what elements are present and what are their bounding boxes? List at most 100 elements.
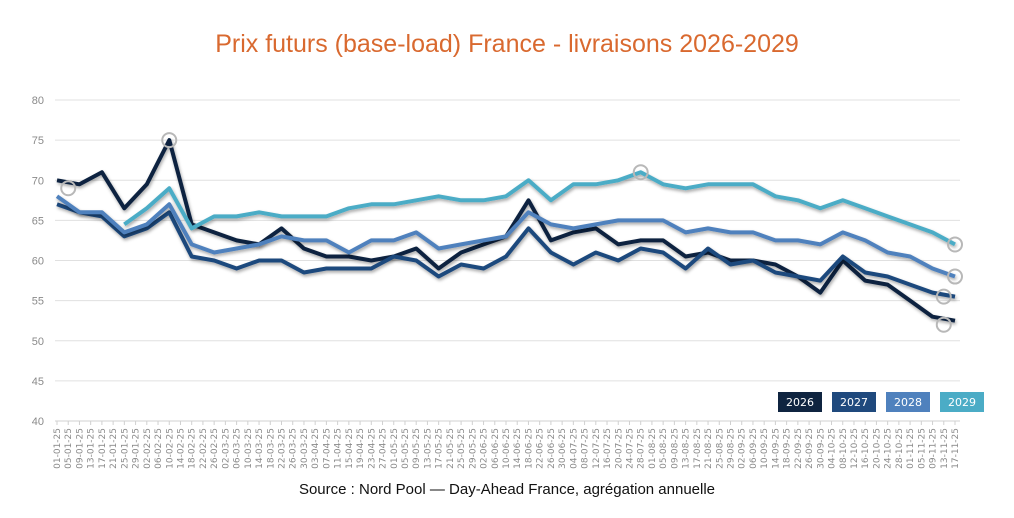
x-tick-label: 26-03-25	[289, 428, 299, 469]
x-tick-label: 20-10-25	[872, 428, 882, 469]
x-tick-label: 18-02-25	[188, 428, 198, 469]
x-tick-label: 21-05-25	[446, 428, 456, 469]
highlight-marker-2029	[632, 164, 649, 181]
x-tick-label: 08-07-25	[581, 428, 591, 469]
series-line-2027	[56, 202, 956, 299]
x-tick-label: 06-02-25	[154, 428, 164, 469]
x-tick-label: 27-04-25	[379, 428, 389, 469]
x-tick-label: 06-09-25	[749, 428, 759, 469]
x-tick-label: 28-07-25	[637, 428, 647, 469]
highlight-marker-2028	[947, 268, 963, 285]
x-tick-label: 09-08-25	[670, 428, 680, 469]
x-tick-label: 07-04-25	[322, 428, 332, 469]
x-tick-label: 30-03-25	[300, 428, 310, 469]
x-tick-label: 26-09-25	[805, 428, 815, 469]
x-tick-label: 01-08-25	[648, 428, 658, 469]
x-tick-label: 22-09-25	[794, 428, 804, 469]
x-tick-label: 26-06-25	[547, 428, 557, 469]
x-tick-label: 09-05-25	[412, 428, 422, 469]
x-tick-label: 01-11-25	[906, 428, 916, 469]
highlight-marker-2029	[947, 236, 963, 253]
x-tick-label: 16-10-25	[861, 428, 871, 469]
x-tick-label: 14-03-25	[255, 428, 265, 469]
x-tick-label: 25-01-25	[120, 428, 130, 469]
x-tick-label: 10-09-25	[760, 428, 770, 469]
x-tick-label: 13-11-25	[940, 428, 950, 469]
x-tick-label: 05-08-25	[659, 428, 669, 469]
y-tick-label: 80	[32, 95, 44, 107]
x-tick-label: 10-02-25	[165, 428, 175, 469]
x-tick-label: 13-01-25	[87, 428, 97, 469]
series-line-2028	[55, 194, 956, 279]
x-tick-label: 17-08-25	[693, 428, 703, 469]
highlight-marker-2028	[60, 180, 77, 197]
x-tick-label: 13-08-25	[682, 428, 692, 469]
x-tick-label: 10-03-25	[244, 428, 254, 469]
x-tick-label: 16-07-25	[603, 428, 613, 469]
highlight-marker-2026	[935, 316, 952, 333]
y-tick-label: 40	[32, 416, 44, 428]
x-tick-label: 17-05-25	[435, 428, 445, 469]
x-tick-label: 14-06-25	[513, 428, 523, 469]
x-tick-label: 29-08-25	[727, 428, 737, 469]
x-tick-label: 12-07-25	[592, 428, 602, 469]
x-tick-label: 14-09-25	[771, 428, 781, 469]
x-tick-label: 02-03-25	[221, 428, 231, 469]
x-tick-label: 12-10-25	[850, 428, 860, 469]
x-tick-label: 06-06-25	[491, 428, 501, 469]
x-tick-label: 18-09-25	[783, 428, 793, 469]
x-tick-label: 09-01-25	[75, 428, 85, 469]
x-tick-label: 29-01-25	[132, 428, 142, 469]
x-tick-label: 04-10-25	[828, 428, 838, 469]
x-tick-label: 24-07-25	[625, 428, 635, 469]
y-tick-label: 50	[32, 336, 44, 348]
series-line-2029	[123, 170, 956, 247]
y-tick-label: 75	[32, 135, 44, 147]
x-tick-label: 30-06-25	[558, 428, 568, 469]
y-tick-label: 55	[32, 296, 44, 308]
y-tick-label: 70	[32, 175, 44, 187]
x-tick-label: 17-01-25	[98, 428, 108, 469]
x-tick-label: 21-01-25	[109, 428, 119, 469]
x-tick-label: 18-06-25	[524, 428, 534, 469]
y-tick-label: 60	[32, 256, 44, 268]
x-tick-label: 03-04-25	[311, 428, 321, 469]
x-tick-label: 14-02-25	[176, 428, 186, 469]
x-tick-label: 11-04-25	[334, 428, 344, 469]
legend-item-2027: 2027	[832, 392, 876, 412]
legend: 2026 2027 2028 2029	[778, 392, 984, 412]
x-tick-label: 01-05-25	[390, 428, 400, 469]
x-tick-label: 22-02-25	[199, 428, 209, 469]
x-tick-label: 02-09-25	[738, 428, 748, 469]
x-tick-label: 22-06-25	[536, 428, 546, 469]
series-line-2026	[56, 138, 956, 323]
x-tick-label: 05-11-25	[917, 428, 927, 469]
source-note: Source : Nord Pool — Day-Ahead France, a…	[298, 481, 716, 498]
x-tick-label: 18-03-25	[266, 428, 276, 469]
x-tick-label: 26-02-25	[210, 428, 220, 469]
legend-item-2029: 2029	[940, 392, 984, 412]
x-tick-label: 01-01-25	[53, 428, 63, 469]
legend-item-2026: 2026	[778, 392, 822, 412]
x-tick-label: 19-04-25	[356, 428, 366, 469]
x-tick-label: 06-03-25	[233, 428, 243, 469]
y-tick-label: 65	[32, 215, 44, 227]
x-tick-label: 02-02-25	[143, 428, 153, 469]
x-tick-label: 25-08-25	[715, 428, 725, 469]
x-tick-label: 23-04-25	[367, 428, 377, 469]
x-tick-label: 05-01-25	[64, 428, 74, 469]
x-tick-label: 24-10-25	[884, 428, 894, 469]
x-tick-label: 20-07-25	[614, 428, 624, 469]
legend-item-2028: 2028	[886, 392, 930, 412]
x-tick-label: 29-05-25	[468, 428, 478, 469]
y-tick-label: 45	[32, 376, 44, 388]
x-tick-label: 30-09-25	[816, 428, 826, 469]
x-tick-label: 25-05-25	[457, 428, 467, 469]
x-tick-label: 15-04-25	[345, 428, 355, 469]
x-tick-label: 28-10-25	[895, 428, 905, 469]
chart-title: Prix futurs (base-load) France - livrais…	[215, 30, 799, 58]
x-tick-label: 05-05-25	[401, 428, 411, 469]
x-tick-label: 02-06-25	[480, 428, 490, 469]
x-tick-label: 21-08-25	[704, 428, 714, 469]
